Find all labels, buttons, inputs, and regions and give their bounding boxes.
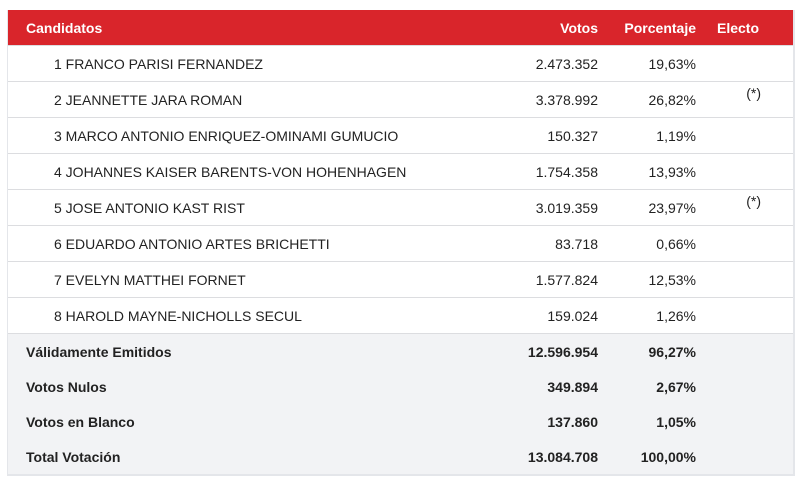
results-table: Candidatos Votos Porcentaje Electo 1 FRA… xyxy=(7,10,795,476)
candidate-pct: 0,66% xyxy=(656,235,696,252)
candidate-pct: 1,19% xyxy=(656,127,696,144)
table-header: Candidatos Votos Porcentaje Electo xyxy=(8,10,793,45)
candidate-name: 6 EDUARDO ANTONIO ARTES BRICHETTI xyxy=(54,235,330,252)
summary-pct: 1,05% xyxy=(656,413,696,430)
header-electo: Electo xyxy=(716,19,759,36)
summary-label: Total Votación xyxy=(26,448,121,465)
candidate-pct: 23,97% xyxy=(648,199,696,216)
candidate-name: 1 FRANCO PARISI FERNANDEZ xyxy=(54,55,263,72)
summary-row-validos: Válidamente Emitidos 12.596.954 96,27% xyxy=(8,333,793,369)
candidate-name: 8 HAROLD MAYNE-NICHOLLS SECUL xyxy=(54,307,302,324)
candidate-votos: 1.754.358 xyxy=(535,163,598,180)
elected-mark: (*) xyxy=(746,84,761,101)
candidate-votos: 83.718 xyxy=(555,235,598,252)
header-candidatos: Candidatos xyxy=(26,19,103,36)
candidate-name: 4 JOHANNES KAISER BARENTS-VON HOHENHAGEN xyxy=(54,163,407,180)
candidate-name: 7 EVELYN MATTHEI FORNET xyxy=(54,271,246,288)
candidate-votos: 159.024 xyxy=(547,307,598,324)
header-votos: Votos xyxy=(560,19,598,36)
table-row: 5 JOSE ANTONIO KAST RIST 3.019.359 23,97… xyxy=(8,189,793,225)
summary-label: Válidamente Emitidos xyxy=(26,343,172,360)
candidate-name: 3 MARCO ANTONIO ENRIQUEZ-OMINAMI GUMUCIO xyxy=(54,127,399,144)
summary-pct: 96,27% xyxy=(648,343,696,360)
summary-votos: 137.860 xyxy=(547,413,598,430)
summary-votos: 12.596.954 xyxy=(527,343,598,360)
header-porcentaje: Porcentaje xyxy=(624,19,696,36)
candidate-votos: 3.019.359 xyxy=(535,199,598,216)
summary-votos: 13.084.708 xyxy=(527,448,598,465)
summary-row-nulos: Votos Nulos 349.894 2,67% xyxy=(8,369,793,404)
candidate-pct: 26,82% xyxy=(648,91,696,108)
candidate-name: 5 JOSE ANTONIO KAST RIST xyxy=(54,199,245,216)
summary-row-total: Total Votación 13.084.708 100,00% xyxy=(8,439,793,474)
summary-votos: 349.894 xyxy=(547,378,598,395)
elected-mark: (*) xyxy=(746,192,761,209)
summary-label: Votos Nulos xyxy=(26,378,107,395)
candidate-pct: 19,63% xyxy=(648,55,696,72)
candidate-votos: 1.577.824 xyxy=(535,271,598,288)
candidate-votos: 2.473.352 xyxy=(535,55,598,72)
table-row: 4 JOHANNES KAISER BARENTS-VON HOHENHAGEN… xyxy=(8,153,793,189)
candidate-pct: 12,53% xyxy=(648,271,696,288)
table-row: 6 EDUARDO ANTONIO ARTES BRICHETTI 83.718… xyxy=(8,225,793,261)
table-row: 2 JEANNETTE JARA ROMAN 3.378.992 26,82% … xyxy=(8,81,793,117)
candidate-pct: 13,93% xyxy=(648,163,696,180)
table-row: 8 HAROLD MAYNE-NICHOLLS SECUL 159.024 1,… xyxy=(8,297,793,333)
table-row: 7 EVELYN MATTHEI FORNET 1.577.824 12,53% xyxy=(8,261,793,297)
candidate-name: 2 JEANNETTE JARA ROMAN xyxy=(54,91,243,108)
summary-pct: 100,00% xyxy=(640,448,696,465)
candidate-pct: 1,26% xyxy=(656,307,696,324)
table-row: 1 FRANCO PARISI FERNANDEZ 2.473.352 19,6… xyxy=(8,45,793,81)
summary-row-blanco: Votos en Blanco 137.860 1,05% xyxy=(8,404,793,439)
candidate-votos: 150.327 xyxy=(547,127,598,144)
summary-pct: 2,67% xyxy=(656,378,696,395)
table-row: 3 MARCO ANTONIO ENRIQUEZ-OMINAMI GUMUCIO… xyxy=(8,117,793,153)
candidate-votos: 3.378.992 xyxy=(535,91,598,108)
summary-label: Votos en Blanco xyxy=(26,413,135,430)
